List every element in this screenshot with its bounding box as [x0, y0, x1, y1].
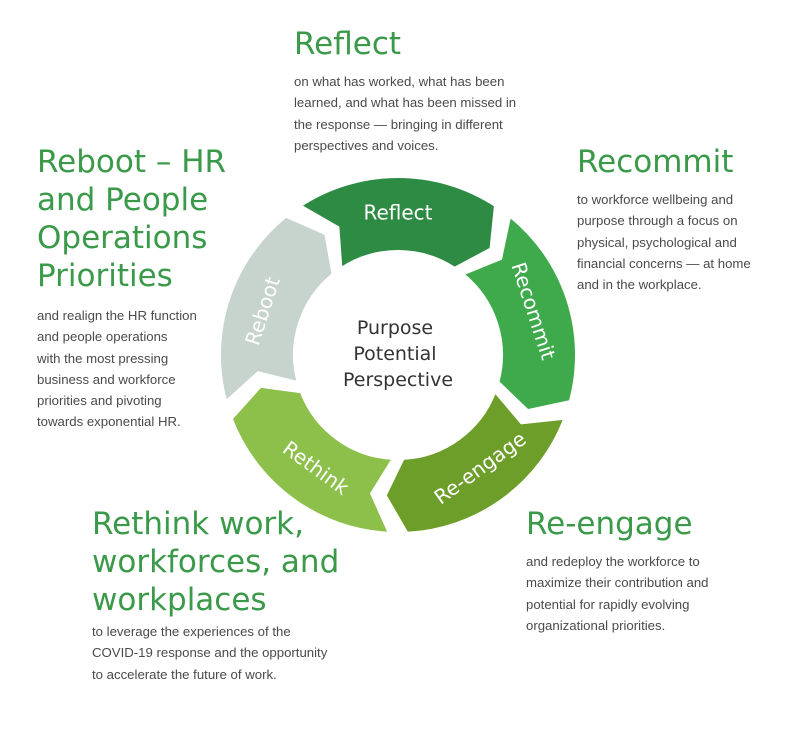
reboot-description: and realign the HR function and people o…: [37, 308, 197, 430]
reengage-description: and redeploy the workforce to maximize t…: [526, 554, 709, 633]
recommit-heading: Recommit: [577, 144, 734, 180]
center-line-potential: Potential: [353, 343, 436, 365]
reengage-block: Re-engage and redeploy the workforce to …: [526, 505, 709, 636]
segment-label-reflect: Reflect: [363, 201, 432, 225]
center-circle: [294, 251, 502, 459]
reboot-heading: Reboot – HR and People Operations Priori…: [37, 144, 227, 294]
reflect-description: on what has worked, what has been learne…: [294, 74, 517, 153]
rethink-block: Rethink work, workforces, and workplaces…: [92, 505, 339, 685]
recommit-description: to workforce wellbeing and purpose throu…: [577, 192, 751, 293]
center-line-purpose: Purpose: [357, 317, 433, 339]
reengage-heading: Re-engage: [526, 506, 693, 542]
reflect-block: Reflect on what has worked, what has bee…: [294, 25, 516, 156]
rethink-description: to leverage the experiences of the COVID…: [92, 624, 328, 682]
center-line-perspective: Perspective: [343, 369, 453, 391]
svg-text:Purpose Potential Pers: Purpose Potential Perspective: [343, 317, 453, 391]
reboot-block: Reboot – HR and People Operations Priori…: [37, 143, 226, 433]
reflect-heading: Reflect: [294, 26, 402, 62]
recommit-block: Recommit to workforce wellbeing and purp…: [577, 143, 751, 295]
rethink-heading: Rethink work, workforces, and workplaces: [92, 506, 340, 618]
